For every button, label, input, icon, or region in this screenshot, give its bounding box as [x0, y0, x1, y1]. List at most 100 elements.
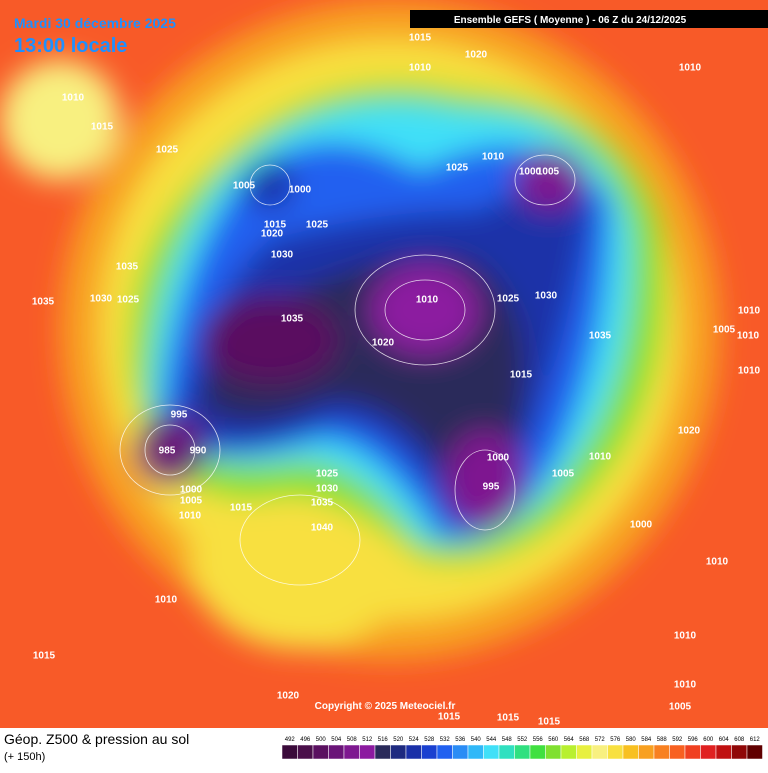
isobar-label: 1035 [116, 262, 139, 273]
isobar-label: 1040 [311, 523, 334, 534]
colorbar-label: 608 [734, 737, 745, 743]
colorbar-label: 528 [424, 737, 435, 743]
isobar-label: 995 [171, 410, 188, 421]
lead-time: (+ 150h) [4, 751, 45, 763]
isobar-label: 1035 [589, 331, 612, 342]
colorbar-swatch [359, 744, 376, 760]
colorbar-label: 516 [378, 737, 389, 743]
isobar-label: 1010 [738, 366, 761, 377]
colorbar-swatch [607, 744, 624, 760]
colorbar-label: 560 [548, 737, 559, 743]
isobar-label: 1025 [446, 163, 469, 174]
isobar-label: 1005 [537, 167, 560, 178]
colorbar-label: 504 [331, 737, 342, 743]
isobar-label: 1030 [271, 250, 294, 261]
colorbar-swatch [746, 744, 763, 760]
isobar-label: 1025 [156, 145, 179, 156]
colorbar-swatch [653, 744, 670, 760]
isobar-label: 1015 [438, 712, 461, 723]
date: Mardi 30 décembre 2025 [14, 15, 176, 31]
copyright: Copyright © 2025 Meteociel.fr [315, 701, 456, 712]
isobar-label: 1015 [538, 717, 561, 728]
isobar-label: 1020 [465, 50, 488, 61]
isobar-label: 1010 [482, 152, 505, 163]
colorbar-label: 592 [672, 737, 683, 743]
isobar-label: 1005 [669, 702, 692, 713]
colorbar-label: 492 [285, 737, 296, 743]
colorbar-swatch [452, 744, 469, 760]
colorbar-label: 584 [641, 737, 652, 743]
isobar-label: 1010 [155, 595, 178, 606]
colorbar-label: 600 [703, 737, 714, 743]
isobar-label: 1020 [678, 426, 701, 437]
colorbar-label: 500 [316, 737, 327, 743]
colorbar-swatch [328, 744, 345, 760]
isobar-label: 1015 [91, 122, 114, 133]
colorbar-label: 556 [533, 737, 544, 743]
colorbar-swatch [405, 744, 422, 760]
isobar-label: 1030 [535, 291, 558, 302]
isobar-label: 1015 [33, 651, 56, 662]
colorbar-swatch [545, 744, 562, 760]
isobar-label: 1010 [409, 63, 432, 74]
isobar-label: 995 [483, 482, 500, 493]
colorbar-label: 544 [486, 737, 497, 743]
isobar-label: 1000 [519, 167, 542, 178]
isobar-label: 1015 [409, 33, 432, 44]
isobar-label: 1025 [497, 294, 520, 305]
isobar-label: 1000 [487, 453, 510, 464]
colorbar-swatch [514, 744, 531, 760]
isobar-label: 1030 [90, 294, 113, 305]
colorbar-swatch [622, 744, 639, 760]
field [0, 0, 768, 728]
colorbar: 492 496 500 504 508 512 516 520 524 528 532 536 540 5… [281, 737, 763, 760]
isobar-label: 1010 [62, 93, 85, 104]
footer-title: Géop. Z500 & pression au sol [4, 731, 189, 747]
colorbar-swatch [638, 744, 655, 760]
colorbar-swatch [591, 744, 608, 760]
isobar-label: 1010 [179, 511, 202, 522]
isobar-label: 1020 [372, 338, 395, 349]
colorbar-label: 532 [440, 737, 451, 743]
colorbar-swatch [312, 744, 329, 760]
isobar-label: 1015 [497, 713, 520, 724]
colorbar-swatch [669, 744, 686, 760]
isobar-label: 1010 [706, 557, 729, 568]
run: Ensemble GEFS ( Moyenne ) - 06 Z du 24/1… [454, 15, 687, 26]
colorbar-label: 520 [393, 737, 404, 743]
isobar-label: 1010 [674, 680, 697, 691]
isobar-label: 1010 [737, 331, 760, 342]
isobar-label: 1000 [180, 485, 203, 496]
colorbar-swatch [576, 744, 593, 760]
run-box [410, 10, 768, 28]
colorbar-label: 540 [471, 737, 482, 743]
colorbar-label: 564 [564, 737, 575, 743]
isobar-label: 1010 [416, 295, 439, 306]
isobar-label: 1015 [264, 220, 287, 231]
isobar-label: 1025 [117, 295, 140, 306]
isobar-label: 1000 [289, 185, 312, 196]
isobar-label: 1035 [32, 297, 55, 308]
colorbar-label: 536 [455, 737, 466, 743]
colorbar-label: 508 [347, 737, 358, 743]
isobar-label: 1015 [510, 370, 533, 381]
colorbar-swatch [374, 744, 391, 760]
colorbar-label: 604 [719, 737, 730, 743]
colorbar-swatch [483, 744, 500, 760]
colorbar-label: 612 [750, 737, 761, 743]
colorbar-swatch [715, 744, 732, 760]
isobar-label: 1015 [230, 503, 253, 514]
colorbar-label: 588 [657, 737, 668, 743]
isobar-label: 1030 [316, 484, 339, 495]
isobar-label: 1010 [589, 452, 612, 463]
colorbar-label: 576 [610, 737, 621, 743]
isobar-label: 1025 [316, 469, 339, 480]
colorbar-label: 512 [362, 737, 373, 743]
colorbar-swatch [281, 744, 298, 760]
colorbar-swatch [297, 744, 314, 760]
colorbar-swatch [731, 744, 748, 760]
time: 13:00 locale [14, 35, 127, 57]
colorbar-swatch [700, 744, 717, 760]
